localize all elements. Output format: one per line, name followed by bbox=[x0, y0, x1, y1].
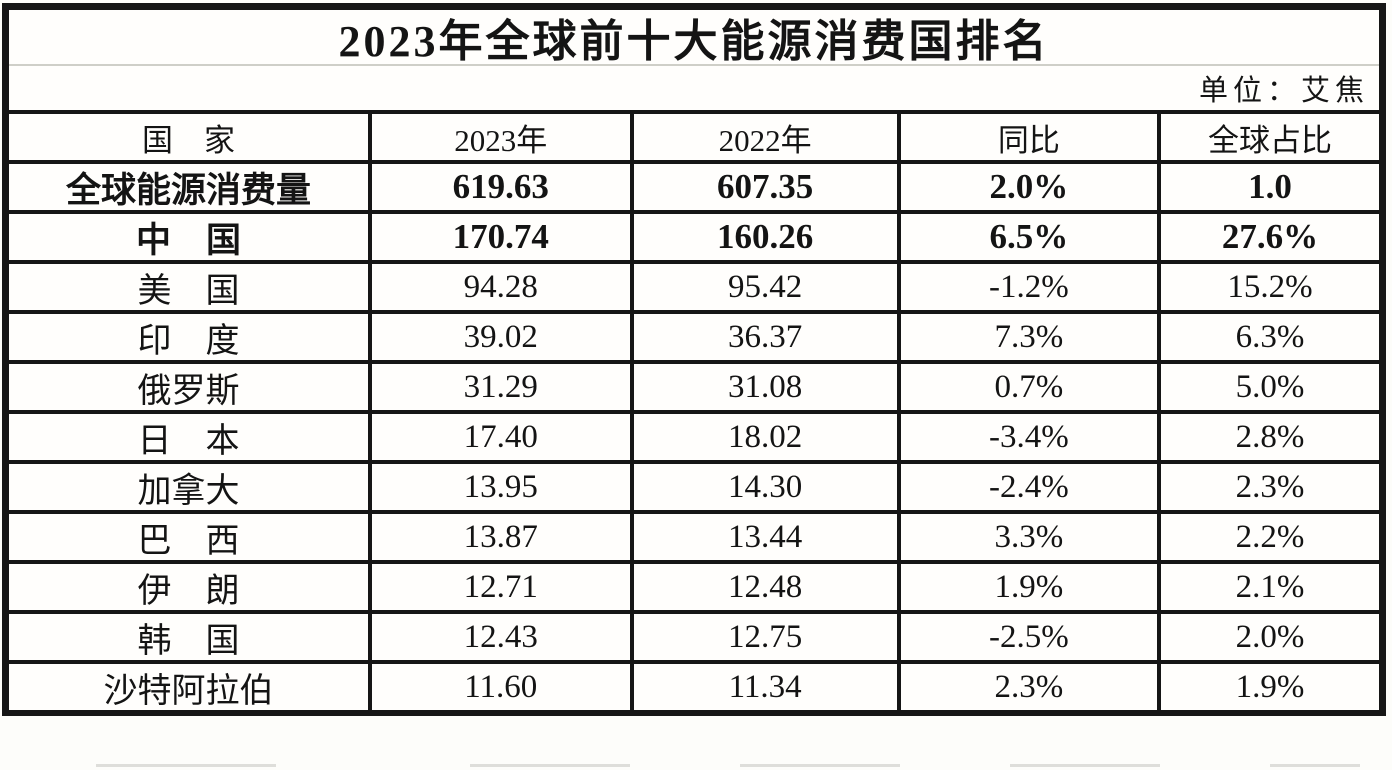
value-2023-cell: 17.40 bbox=[367, 414, 630, 460]
value-2023-cell: 13.95 bbox=[367, 464, 630, 510]
country-cell: 美 国 bbox=[137, 272, 240, 310]
cutoff-row-artifact bbox=[96, 764, 276, 767]
value-2023-cell: 94.28 bbox=[367, 264, 630, 310]
country-cell: 日 本 bbox=[137, 422, 240, 460]
table-row: 俄罗斯 31.29 31.08 0.7% 5.0% bbox=[9, 360, 1379, 410]
country-cell: 全球能源消费量 bbox=[65, 170, 311, 210]
yoy-cell: 3.3% bbox=[896, 514, 1157, 560]
yoy-cell: 7.3% bbox=[896, 314, 1157, 360]
cutoff-row-artifact bbox=[1270, 764, 1360, 767]
share-cell: 2.2% bbox=[1157, 514, 1379, 560]
share-cell: 6.3% bbox=[1157, 314, 1379, 360]
value-2023-cell: 11.60 bbox=[367, 664, 630, 710]
value-2023-cell: 12.71 bbox=[367, 564, 630, 610]
country-cell: 中 国 bbox=[135, 220, 241, 260]
country-cell: 沙特阿拉伯 bbox=[103, 672, 274, 710]
share-cell: 1.9% bbox=[1157, 664, 1379, 710]
country-cell: 韩 国 bbox=[137, 622, 240, 660]
country-cell: 俄罗斯 bbox=[137, 372, 240, 410]
value-2023-cell: 31.29 bbox=[367, 364, 630, 410]
table-row: 印 度 39.02 36.37 7.3% 6.3% bbox=[9, 310, 1379, 360]
value-2023-cell: 12.43 bbox=[367, 614, 630, 660]
yoy-cell: -2.5% bbox=[896, 614, 1157, 660]
value-2022-cell: 11.34 bbox=[629, 664, 897, 710]
value-2022-cell: 95.42 bbox=[629, 264, 897, 310]
cutoff-row-artifact bbox=[470, 764, 630, 767]
yoy-cell: 1.9% bbox=[896, 564, 1157, 610]
column-header-2023: 2023年 bbox=[367, 114, 630, 160]
value-2022-cell: 13.44 bbox=[629, 514, 897, 560]
column-header-country: 国 家 bbox=[141, 122, 235, 158]
table-row: 全球能源消费量 619.63 607.35 2.0% 1.0 bbox=[9, 160, 1379, 210]
share-cell: 2.3% bbox=[1157, 464, 1379, 510]
value-2022-cell: 36.37 bbox=[629, 314, 897, 360]
table-row: 加拿大 13.95 14.30 -2.4% 2.3% bbox=[9, 460, 1379, 510]
table-row: 中 国 170.74 160.26 6.5% 27.6% bbox=[9, 210, 1379, 260]
column-header-yoy: 同比 bbox=[896, 114, 1157, 160]
value-2022-cell: 18.02 bbox=[629, 414, 897, 460]
cutoff-row-artifact bbox=[1010, 764, 1160, 767]
table-row: 美 国 94.28 95.42 -1.2% 15.2% bbox=[9, 260, 1379, 310]
country-cell: 印 度 bbox=[137, 322, 240, 360]
share-cell: 2.8% bbox=[1157, 414, 1379, 460]
yoy-cell: 2.3% bbox=[896, 664, 1157, 710]
share-cell: 5.0% bbox=[1157, 364, 1379, 410]
share-cell: 27.6% bbox=[1157, 214, 1379, 260]
share-cell: 2.1% bbox=[1157, 564, 1379, 610]
value-2023-cell: 39.02 bbox=[367, 314, 630, 360]
country-cell: 加拿大 bbox=[137, 472, 240, 510]
value-2023-cell: 170.74 bbox=[367, 214, 630, 260]
value-2022-cell: 31.08 bbox=[629, 364, 897, 410]
yoy-cell: 6.5% bbox=[896, 214, 1157, 260]
table-row: 韩 国 12.43 12.75 -2.5% 2.0% bbox=[9, 610, 1379, 660]
value-2023-cell: 13.87 bbox=[367, 514, 630, 560]
share-cell: 1.0 bbox=[1157, 164, 1379, 210]
share-cell: 15.2% bbox=[1157, 264, 1379, 310]
table-row: 伊 朗 12.71 12.48 1.9% 2.1% bbox=[9, 560, 1379, 610]
yoy-cell: -2.4% bbox=[896, 464, 1157, 510]
value-2022-cell: 14.30 bbox=[629, 464, 897, 510]
column-header-share: 全球占比 bbox=[1157, 114, 1379, 160]
table-row: 日 本 17.40 18.02 -3.4% 2.8% bbox=[9, 410, 1379, 460]
header-row: 国 家 2023年 2022年 同比 全球占比 bbox=[9, 110, 1379, 160]
column-header-2022: 2022年 bbox=[629, 114, 897, 160]
table-row: 沙特阿拉伯 11.60 11.34 2.3% 1.9% bbox=[9, 660, 1379, 710]
value-2022-cell: 607.35 bbox=[629, 164, 897, 210]
value-2022-cell: 12.75 bbox=[629, 614, 897, 660]
yoy-cell: -3.4% bbox=[896, 414, 1157, 460]
share-cell: 2.0% bbox=[1157, 614, 1379, 660]
value-2022-cell: 12.48 bbox=[629, 564, 897, 610]
unit-label: 单位：艾焦 bbox=[9, 64, 1379, 110]
table-title: 2023年全球前十大能源消费国排名 bbox=[338, 17, 1050, 66]
table-row: 巴 西 13.87 13.44 3.3% 2.2% bbox=[9, 510, 1379, 560]
country-cell: 巴 西 bbox=[137, 522, 240, 560]
cutoff-row-artifact bbox=[740, 764, 900, 767]
yoy-cell: 2.0% bbox=[896, 164, 1157, 210]
country-cell: 伊 朗 bbox=[137, 572, 240, 610]
energy-ranking-table: 2023年全球前十大能源消费国排名 单位：艾焦 国 家 2023年 2022年 … bbox=[2, 3, 1386, 716]
yoy-cell: 0.7% bbox=[896, 364, 1157, 410]
yoy-cell: -1.2% bbox=[896, 264, 1157, 310]
value-2022-cell: 160.26 bbox=[629, 214, 897, 260]
value-2023-cell: 619.63 bbox=[367, 164, 630, 210]
